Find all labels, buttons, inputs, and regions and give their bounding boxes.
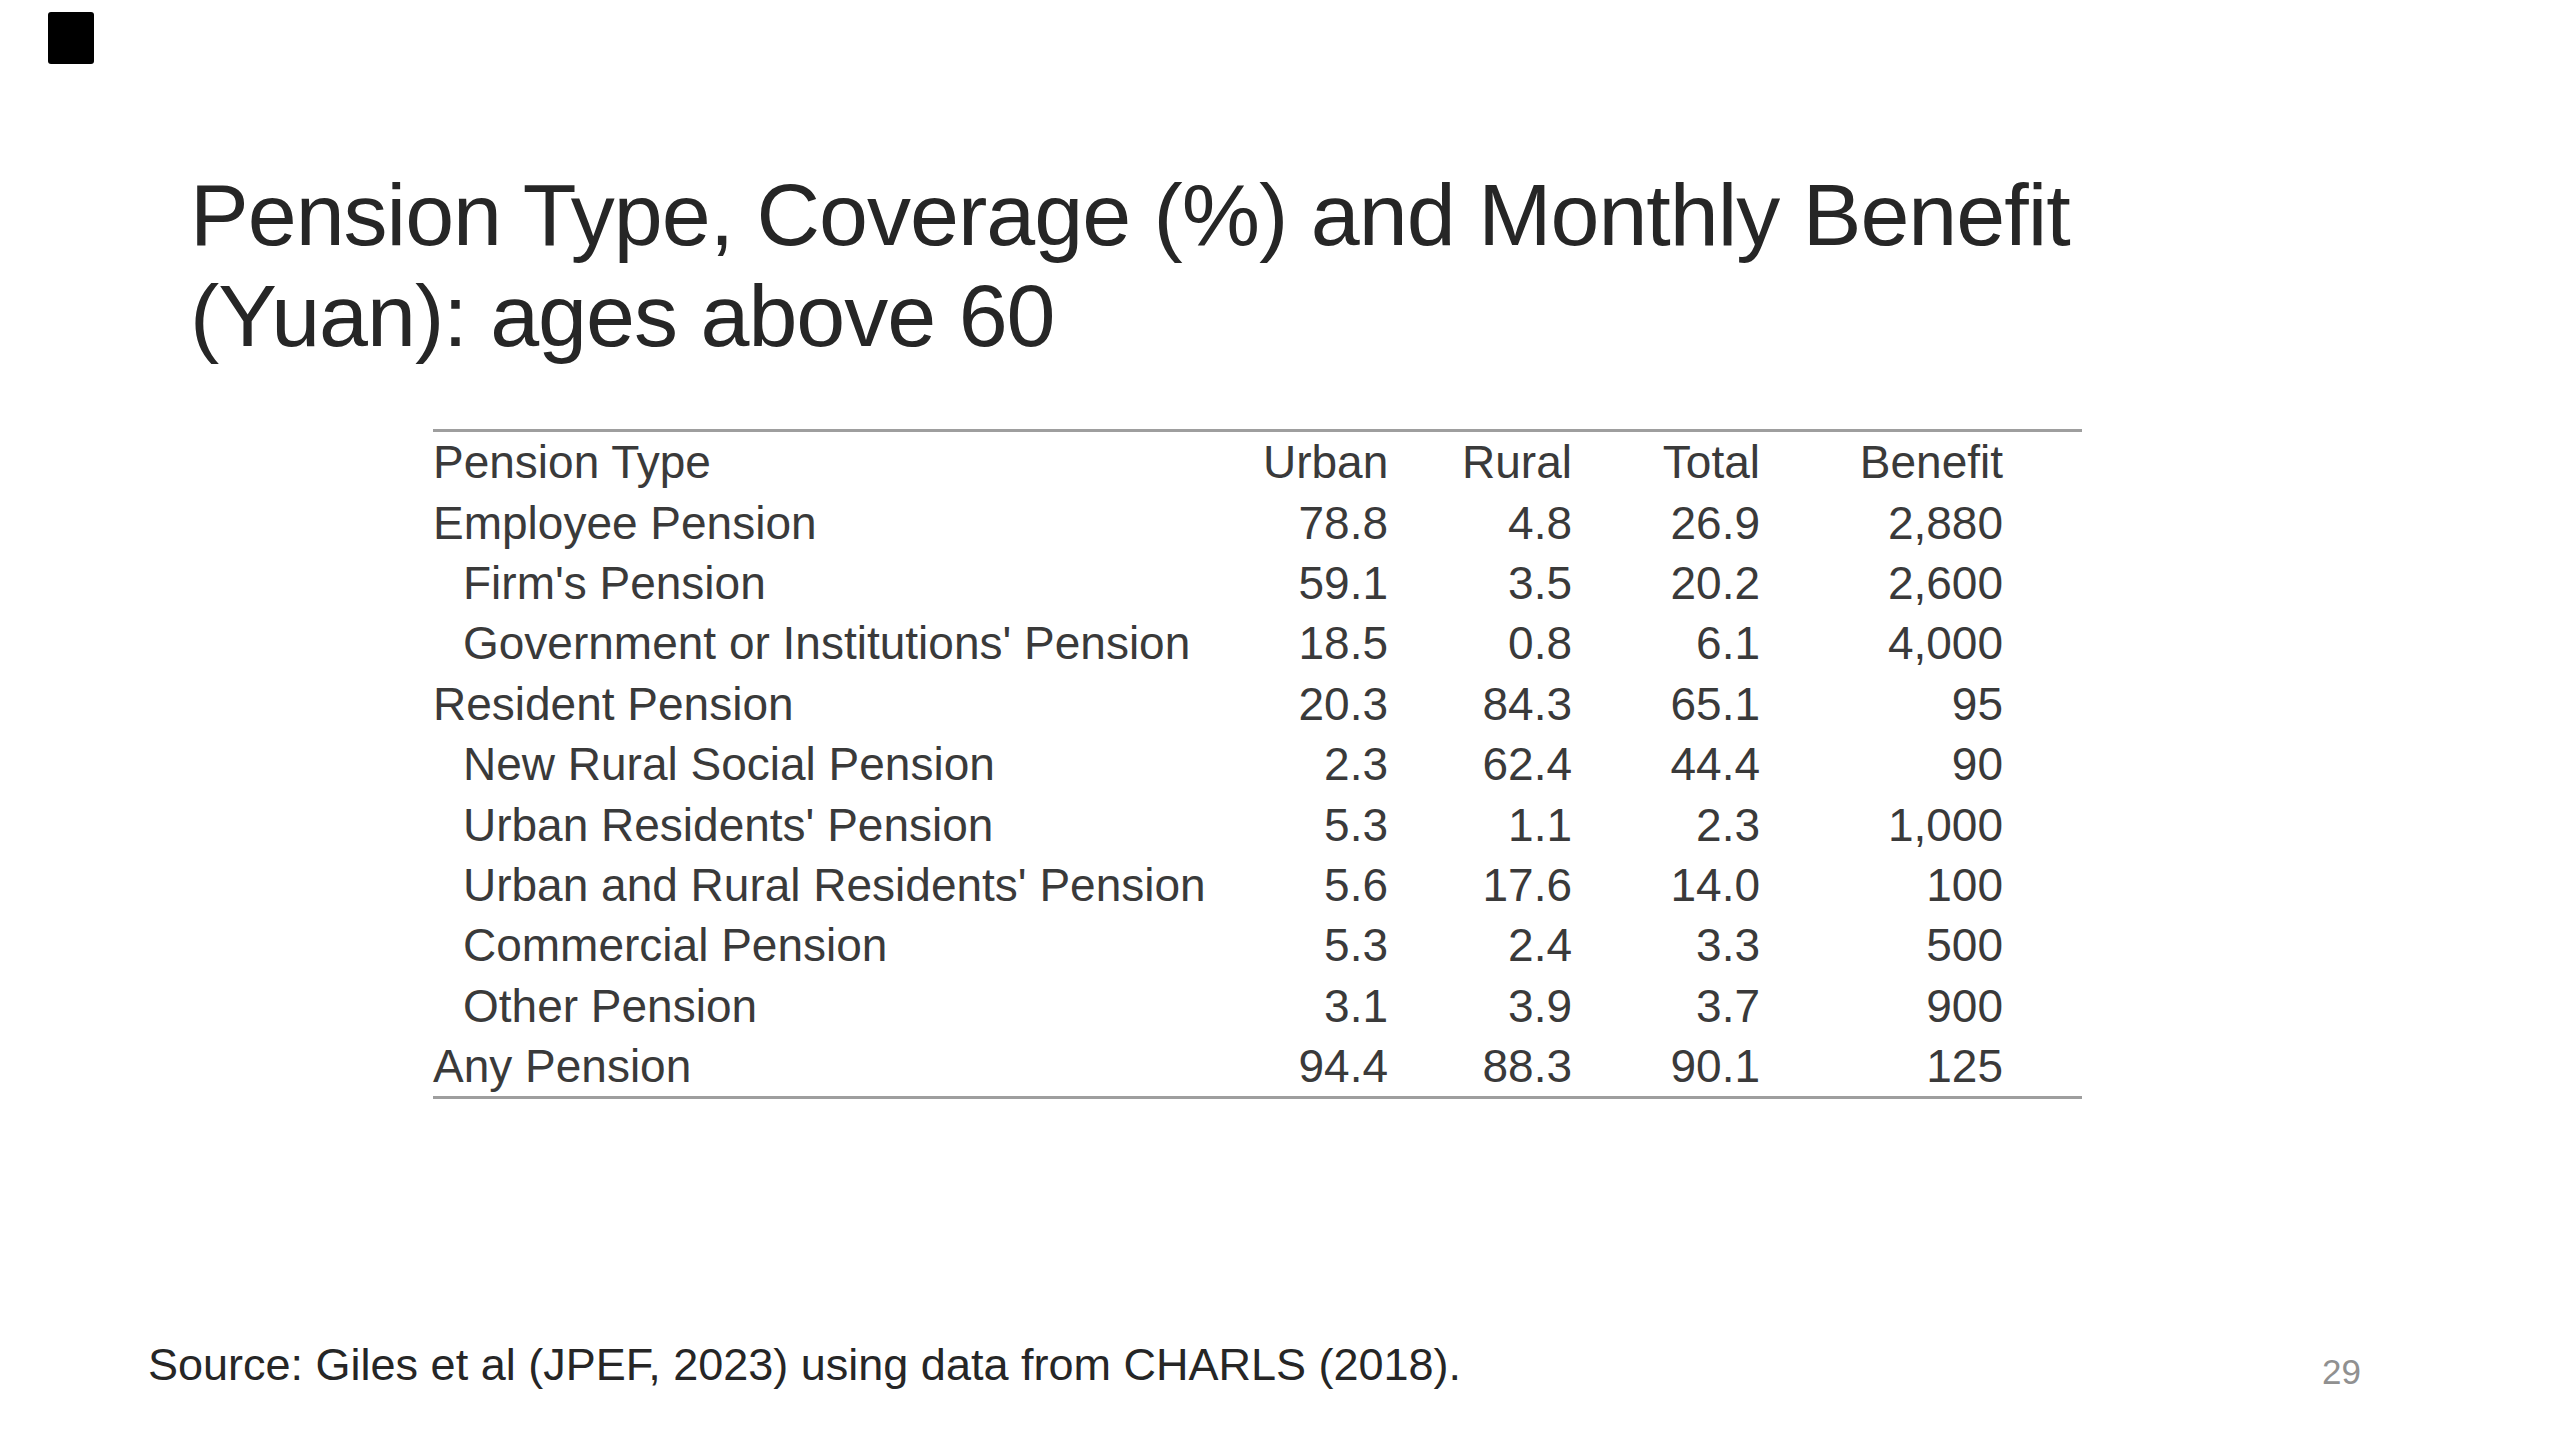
cell-value: 90.1 — [1572, 1036, 1760, 1098]
table-row: New Rural Social Pension2.362.444.490 — [433, 734, 2082, 794]
cell-value: 18.5 — [1263, 613, 1388, 673]
table-row: Urban Residents' Pension5.31.12.31,000 — [433, 794, 2082, 854]
slide-title-line2: (Yuan): ages above 60 — [190, 265, 2070, 366]
cell-value: 5.3 — [1263, 915, 1388, 975]
row-label: New Rural Social Pension — [433, 734, 1263, 794]
cell-value: 26.9 — [1572, 492, 1760, 552]
cell-value: 94.4 — [1263, 1036, 1388, 1098]
row-label: Government or Institutions' Pension — [433, 613, 1263, 673]
cell-value: 4.8 — [1388, 492, 1572, 552]
cell-value: 3.7 — [1572, 976, 1760, 1036]
cell-value: 5.3 — [1263, 794, 1388, 854]
slide: Pension Type, Coverage (%) and Monthly B… — [0, 0, 2560, 1440]
cell-value: 59.1 — [1263, 553, 1388, 613]
cell-value: 95 — [1760, 674, 2082, 734]
row-label: Urban and Rural Residents' Pension — [433, 855, 1263, 915]
row-label: Commercial Pension — [433, 915, 1263, 975]
table-row: Firm's Pension59.13.520.22,600 — [433, 553, 2082, 613]
cell-value: 900 — [1760, 976, 2082, 1036]
cell-value: 3.5 — [1388, 553, 1572, 613]
cell-value: 17.6 — [1388, 855, 1572, 915]
cell-value: 20.2 — [1572, 553, 1760, 613]
cell-value: 1.1 — [1388, 794, 1572, 854]
cell-value: 6.1 — [1572, 613, 1760, 673]
cell-value: 3.3 — [1572, 915, 1760, 975]
cell-value: 2.3 — [1572, 794, 1760, 854]
cell-value: 20.3 — [1263, 674, 1388, 734]
corner-marker — [48, 12, 94, 64]
column-header: Total — [1572, 431, 1760, 493]
cell-value: 2,880 — [1760, 492, 2082, 552]
cell-value: 125 — [1760, 1036, 2082, 1098]
cell-value: 500 — [1760, 915, 2082, 975]
cell-value: 14.0 — [1572, 855, 1760, 915]
table-header-row: Pension TypeUrbanRuralTotalBenefit — [433, 431, 2082, 493]
cell-value: 90 — [1760, 734, 2082, 794]
cell-value: 2.3 — [1263, 734, 1388, 794]
row-label: Urban Residents' Pension — [433, 794, 1263, 854]
column-header: Pension Type — [433, 431, 1263, 493]
source-note: Source: Giles et al (JPEF, 2023) using d… — [148, 1339, 1461, 1391]
table-row: Employee Pension78.84.826.92,880 — [433, 492, 2082, 552]
table-body: Employee Pension78.84.826.92,880Firm's P… — [433, 492, 2082, 1097]
cell-value: 88.3 — [1388, 1036, 1572, 1098]
slide-title: Pension Type, Coverage (%) and Monthly B… — [190, 164, 2070, 366]
column-header: Benefit — [1760, 431, 2082, 493]
cell-value: 1,000 — [1760, 794, 2082, 854]
cell-value: 65.1 — [1572, 674, 1760, 734]
cell-value: 84.3 — [1388, 674, 1572, 734]
row-label: Other Pension — [433, 976, 1263, 1036]
page-number: 29 — [2322, 1352, 2361, 1392]
row-label: Employee Pension — [433, 492, 1263, 552]
cell-value: 3.1 — [1263, 976, 1388, 1036]
cell-value: 2,600 — [1760, 553, 2082, 613]
column-header: Rural — [1388, 431, 1572, 493]
cell-value: 44.4 — [1572, 734, 1760, 794]
slide-title-line1: Pension Type, Coverage (%) and Monthly B… — [190, 164, 2070, 265]
cell-value: 4,000 — [1760, 613, 2082, 673]
row-label: Resident Pension — [433, 674, 1263, 734]
table-row: Commercial Pension5.32.43.3500 — [433, 915, 2082, 975]
cell-value: 5.6 — [1263, 855, 1388, 915]
row-label: Firm's Pension — [433, 553, 1263, 613]
cell-value: 78.8 — [1263, 492, 1388, 552]
cell-value: 0.8 — [1388, 613, 1572, 673]
cell-value: 62.4 — [1388, 734, 1572, 794]
row-label: Any Pension — [433, 1036, 1263, 1098]
cell-value: 2.4 — [1388, 915, 1572, 975]
pension-table: Pension TypeUrbanRuralTotalBenefit Emplo… — [433, 429, 2082, 1099]
table-row: Other Pension3.13.93.7900 — [433, 976, 2082, 1036]
table-row: Any Pension94.488.390.1125 — [433, 1036, 2082, 1098]
table-row: Urban and Rural Residents' Pension5.617.… — [433, 855, 2082, 915]
cell-value: 3.9 — [1388, 976, 1572, 1036]
cell-value: 100 — [1760, 855, 2082, 915]
table-row: Resident Pension20.384.365.195 — [433, 674, 2082, 734]
column-header: Urban — [1263, 431, 1388, 493]
table-row: Government or Institutions' Pension18.50… — [433, 613, 2082, 673]
